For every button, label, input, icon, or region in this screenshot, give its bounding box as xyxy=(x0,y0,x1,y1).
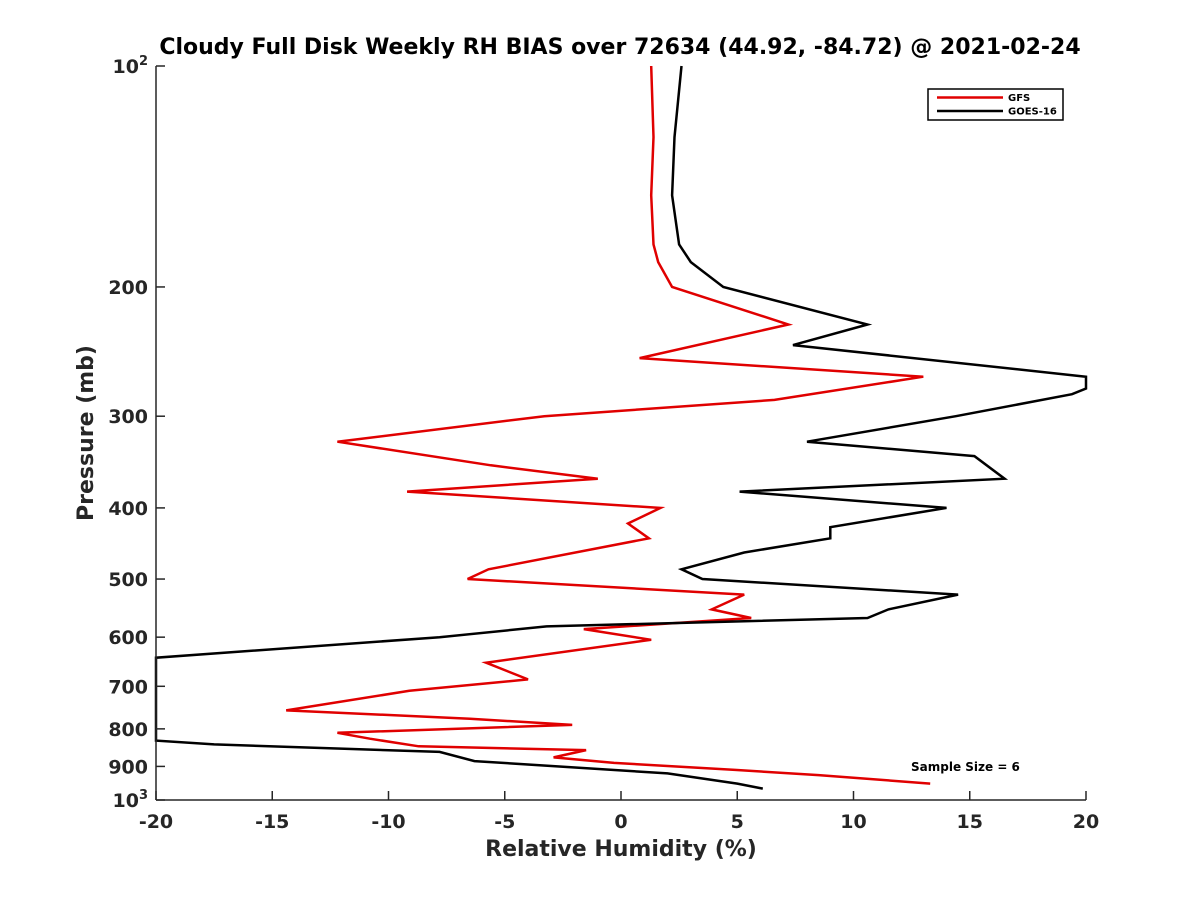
y-axis-label: Pressure (mb) xyxy=(74,345,99,521)
x-tick-label: -10 xyxy=(371,811,405,833)
plot-area: -20 -15 -10 -5 0 5 10 15 20102200300400500600700… xyxy=(108,54,1099,833)
series-line-goes16 xyxy=(154,65,1088,790)
y-tick-label: 800 xyxy=(108,719,148,741)
chart-title: Cloudy Full Disk Weekly RH BIAS over 726… xyxy=(159,35,1080,60)
x-tick-label: 10 xyxy=(840,811,866,833)
legend: GFS GOES-16 xyxy=(927,88,1064,121)
legend-box xyxy=(927,88,1064,121)
y-tick-label: 700 xyxy=(108,676,148,698)
x-tick-label: 20 xyxy=(1073,811,1099,833)
plot-background xyxy=(156,66,1086,800)
x-axis-label: Relative Humidity (%) xyxy=(485,837,757,862)
y-tick-label: 300 xyxy=(108,406,148,428)
x-tick-label: -5 xyxy=(494,811,515,833)
sample-size-annotation: Sample Size = 6 xyxy=(911,760,1020,774)
y-tick-label: 200 xyxy=(108,277,148,299)
x-tick-label: 15 xyxy=(957,811,983,833)
y-tick-label: 500 xyxy=(108,569,148,591)
series-line-gfs xyxy=(286,65,931,785)
x-tick-label: 5 xyxy=(731,811,744,833)
x-tick-label: 0 xyxy=(614,811,627,833)
y-tick-label: 600 xyxy=(108,627,148,649)
axes-layer: -20 -15 -10 -5 0 5 10 15 20102200300400500600700… xyxy=(108,54,1099,833)
y-tick-label: 900 xyxy=(108,756,148,778)
series-layer xyxy=(154,65,1088,790)
x-tick-label: -20 xyxy=(139,811,173,833)
legend-label-gfs: GFS xyxy=(1008,93,1030,104)
x-tick-label: -15 xyxy=(255,811,289,833)
y-tick-label: 400 xyxy=(108,498,148,520)
legend-label-goes16: GOES-16 xyxy=(1008,107,1057,118)
